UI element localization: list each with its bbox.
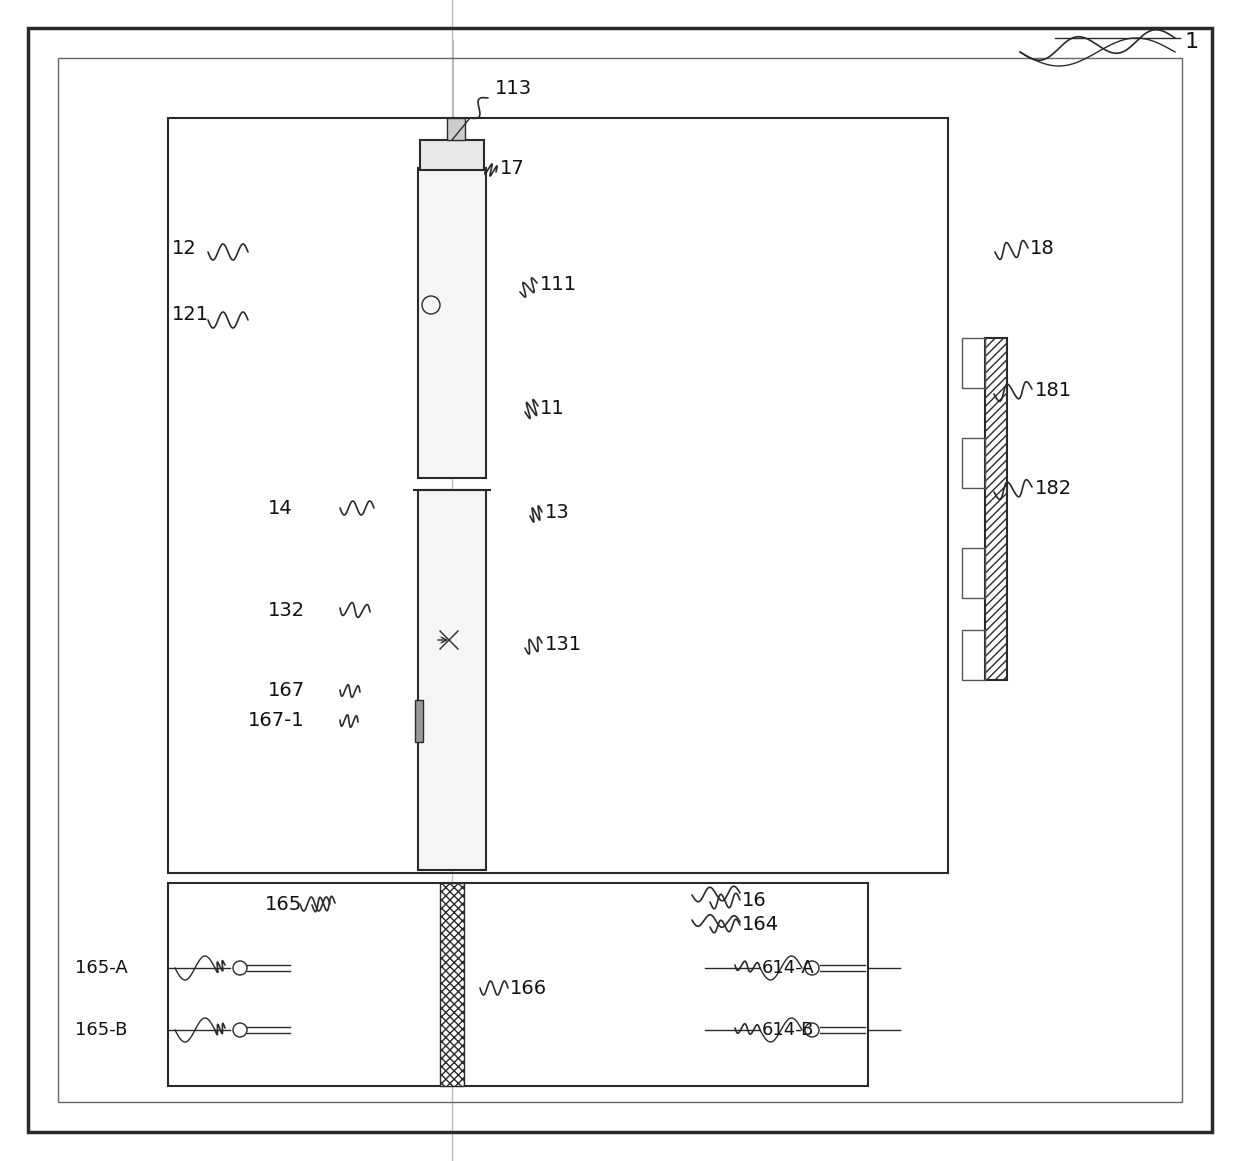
Text: 13: 13 <box>546 503 569 521</box>
Text: 18: 18 <box>1030 238 1055 258</box>
Bar <box>985 338 1007 680</box>
Text: 1: 1 <box>1185 33 1199 52</box>
Bar <box>962 338 985 388</box>
Text: 131: 131 <box>546 635 582 655</box>
Text: 17: 17 <box>500 159 525 178</box>
Bar <box>167 118 949 873</box>
Text: 11: 11 <box>539 398 564 418</box>
Text: 16: 16 <box>742 890 766 909</box>
Text: 164: 164 <box>742 916 779 935</box>
Bar <box>440 884 464 1086</box>
Text: 132: 132 <box>268 600 305 620</box>
Text: 12: 12 <box>172 238 197 258</box>
Text: 165-A: 165-A <box>74 959 128 978</box>
Bar <box>420 140 484 170</box>
Text: 614-B: 614-B <box>763 1021 815 1039</box>
Bar <box>418 490 486 870</box>
Bar <box>962 630 985 680</box>
Bar <box>962 548 985 598</box>
Text: 14: 14 <box>268 498 293 518</box>
Text: 167-1: 167-1 <box>248 711 305 729</box>
Text: 165-B: 165-B <box>74 1021 128 1039</box>
Text: 167: 167 <box>268 680 305 699</box>
Bar <box>58 58 1182 1102</box>
Bar <box>962 438 985 488</box>
Bar <box>418 168 486 478</box>
Text: 111: 111 <box>539 275 577 295</box>
Text: 165: 165 <box>265 895 303 915</box>
Bar <box>446 118 465 140</box>
Text: 181: 181 <box>1035 381 1073 399</box>
Text: 113: 113 <box>495 79 532 98</box>
Text: 182: 182 <box>1035 478 1073 498</box>
Bar <box>415 700 423 742</box>
Text: 614-A: 614-A <box>763 959 815 978</box>
Text: 121: 121 <box>172 305 210 325</box>
Text: 166: 166 <box>510 979 547 997</box>
Bar <box>167 884 868 1086</box>
